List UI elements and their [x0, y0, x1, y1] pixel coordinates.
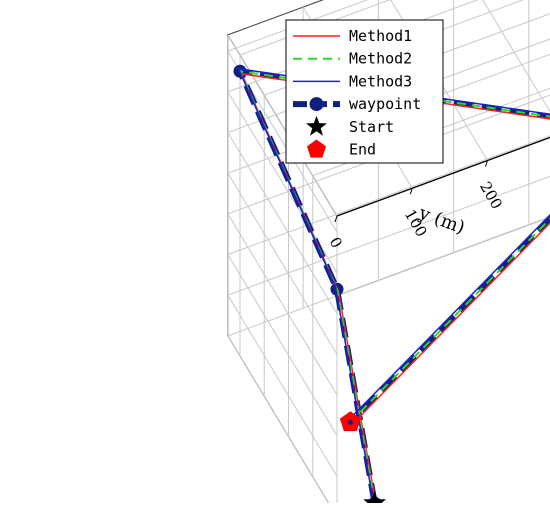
end-waypoint-dot	[348, 420, 353, 425]
legend-swatch-marker	[310, 97, 324, 111]
legend-label: Start	[349, 118, 394, 136]
legend: Method1 Method2 Method3 waypoint Start End	[286, 20, 443, 163]
point-marks	[340, 411, 386, 503]
legend-label: Method1	[349, 27, 412, 45]
start-marker	[363, 491, 386, 503]
legend-label: Method3	[349, 72, 412, 90]
legend-label: waypoint	[349, 95, 421, 113]
legend-label: Method2	[349, 50, 412, 68]
legend-label: End	[349, 141, 376, 159]
